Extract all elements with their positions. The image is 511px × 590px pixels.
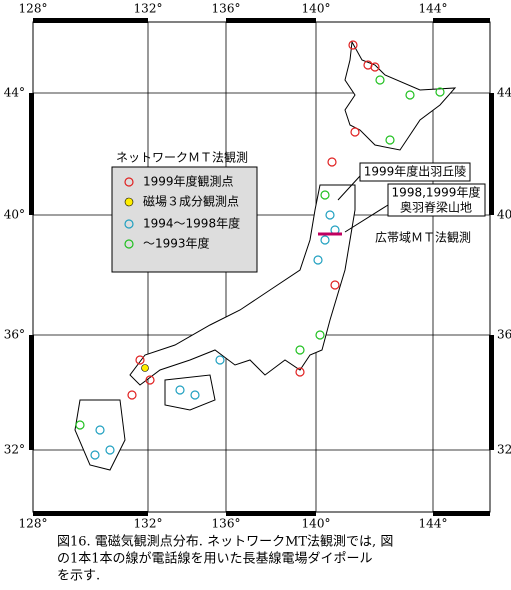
legend-item: 1994～1998年度: [143, 216, 240, 231]
lon-labels-top: 128° 132° 136° 140° 144°: [19, 2, 448, 16]
annotation-box: [359, 162, 471, 182]
observation-points: [75, 40, 445, 460]
lat-label: 36°: [497, 328, 511, 342]
lon-label: 144°: [419, 2, 448, 16]
lat-label: 36°: [4, 328, 25, 342]
annotation: 広帯域ＭＴ法観測: [375, 231, 471, 245]
lon-label: 128°: [19, 2, 48, 16]
lon-label: 136°: [212, 517, 241, 531]
lat-label: 40°: [497, 208, 511, 222]
lat-label: 32°: [4, 443, 25, 457]
legend-item: 1999年度観測点: [143, 174, 234, 189]
lat-labels: 44° 40° 36° 32° 44° 40° 36° 32°: [4, 86, 511, 457]
leader-lines: [318, 175, 389, 236]
lon-label: 132°: [134, 517, 163, 531]
coastline: [74, 40, 457, 471]
caption-line: の1本1本の線が電話線を用いた長基線電場ダイポール: [57, 551, 373, 567]
lon-label: 140°: [302, 2, 331, 16]
lon-label: 132°: [134, 2, 163, 16]
annotation-box: [387, 183, 486, 217]
caption-line: 図16. 電磁気観測点分布. ネットワークMT法観測では, 図: [57, 534, 393, 550]
lon-label: 140°: [302, 517, 331, 531]
annotation: 1999年度出羽丘陵: [364, 164, 467, 179]
lon-labels-bottom: 128° 132° 136° 140° 144°: [19, 517, 448, 531]
lat-label: 32°: [497, 443, 511, 457]
annotation: 1998,1999年度: [392, 185, 481, 200]
legend-title: ネットワークＭＴ法観測: [116, 151, 248, 165]
lon-label: 136°: [212, 2, 241, 16]
legend-box: [111, 166, 258, 273]
legend-item: 磁場３成分観測点: [143, 194, 239, 209]
lon-label: 128°: [19, 517, 48, 531]
frame-bars: [29, 18, 494, 516]
legend-markers: [124, 177, 134, 249]
annotation: 奥羽脊梁山地: [400, 200, 472, 215]
lon-label: 144°: [419, 517, 448, 531]
lat-label: 44°: [4, 86, 25, 100]
legend-item: ～1993年度: [143, 236, 210, 251]
lat-label: 40°: [4, 208, 25, 222]
caption: 図16. 電磁気観測点分布. ネットワークMT法観測では, 図 の1本1本の線が…: [57, 534, 393, 584]
lat-label: 44°: [497, 86, 511, 100]
caption-line: を示す.: [57, 569, 100, 584]
